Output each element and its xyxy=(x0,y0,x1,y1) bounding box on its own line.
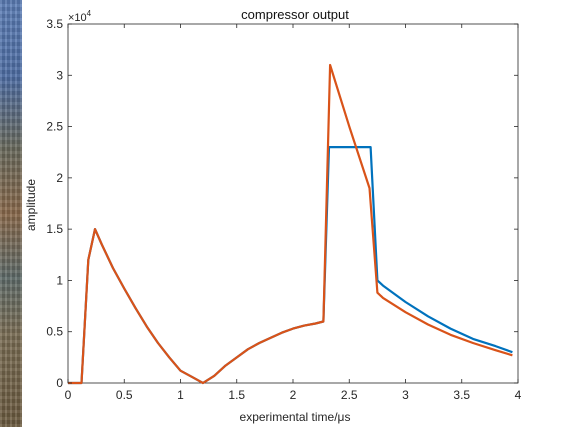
series-line-2 xyxy=(68,63,513,385)
background-photo-strip xyxy=(0,0,22,427)
x-tick-label: 3.5 xyxy=(453,388,470,402)
y-tick-label: 2.5 xyxy=(46,120,63,134)
x-tick-label: 2.5 xyxy=(341,388,358,402)
y-tick-label: 1.5 xyxy=(46,222,63,236)
x-tick-label: 1.5 xyxy=(228,388,245,402)
x-axis-ticks: 0 0.5 1 1.5 2 2.5 3 3.5 4 xyxy=(65,24,522,402)
y-tick-label: 2 xyxy=(56,171,63,185)
y-exponent-label: ×104 xyxy=(68,9,92,24)
x-tick-label: 4 xyxy=(515,388,522,402)
y-tick-label: 3.5 xyxy=(46,17,63,31)
chart-title: compressor output xyxy=(241,7,349,22)
x-tick-label: 3 xyxy=(402,388,409,402)
y-tick-label: 3 xyxy=(56,68,63,82)
series-layer xyxy=(68,63,513,385)
y-tick-label: 1 xyxy=(56,273,63,287)
y-tick-label: 0.5 xyxy=(46,325,63,339)
plot-area xyxy=(67,23,519,384)
x-tick-label: 0 xyxy=(65,388,72,402)
y-tick-label: 0 xyxy=(56,376,63,390)
y-axis-label: amplitude xyxy=(24,179,38,231)
y-axis-ticks: 0 0.5 1 1.5 2 2.5 3 3.5 xyxy=(46,17,518,390)
x-tick-label: 1 xyxy=(177,388,184,402)
x-axis-label: experimental time/μs xyxy=(240,410,351,424)
x-tick-label: 0.5 xyxy=(116,388,133,402)
x-tick-label: 2 xyxy=(290,388,297,402)
